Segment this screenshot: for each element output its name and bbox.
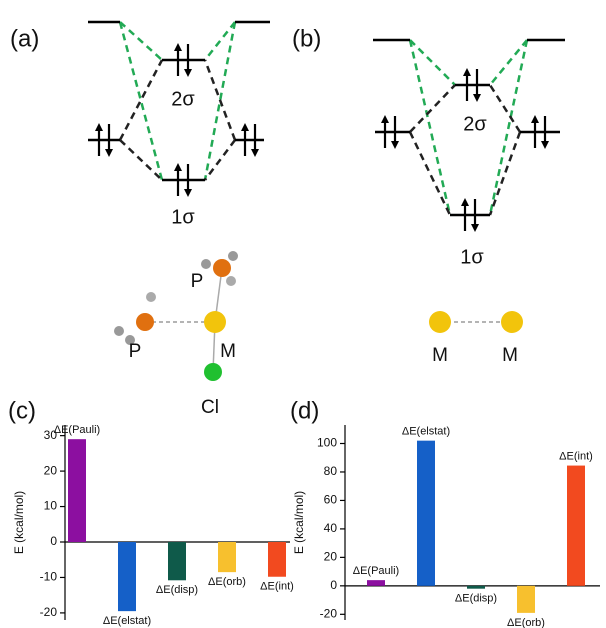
bar-label: ΔE(int)	[559, 450, 593, 462]
y-tick-label: 20	[44, 463, 58, 477]
orbital-label: 2σ	[463, 113, 487, 135]
bar-label: ΔE(orb)	[507, 617, 545, 628]
orbital-label: 1σ	[460, 246, 484, 268]
bar	[467, 586, 485, 589]
atom-label: Cl	[201, 397, 219, 418]
atom-label: M	[502, 345, 518, 366]
atom-label: M	[220, 341, 236, 362]
bar-label: ΔE(elstat)	[103, 615, 151, 627]
y-tick-label: 60	[324, 493, 338, 507]
bar	[268, 542, 286, 577]
y-tick-label: 10	[44, 499, 58, 513]
bar	[567, 466, 585, 586]
y-axis-label: E (kcal/mol)	[12, 491, 26, 554]
bar-label: ΔE(disp)	[156, 584, 198, 596]
figure: (a) (b) (c) (d) 2σ 1σ	[0, 0, 606, 628]
mo-diagram-b	[373, 40, 565, 232]
y-tick-label: 0	[330, 578, 337, 592]
bar	[218, 542, 236, 572]
bar	[68, 439, 86, 542]
y-tick-label: 100	[317, 436, 337, 450]
y-tick-label: -20	[40, 605, 58, 619]
bar-label: ΔE(int)	[260, 581, 294, 593]
orbital-label: 2σ	[171, 88, 195, 110]
bar-label: ΔE(disp)	[455, 593, 497, 605]
bar-label: ΔE(Pauli)	[353, 565, 399, 577]
bar-label: ΔE(Pauli)	[54, 424, 100, 436]
bar-label: ΔE(orb)	[208, 576, 246, 588]
bar-label: ΔE(elstat)	[402, 426, 450, 438]
y-tick-label: -20	[320, 606, 338, 620]
bar	[367, 580, 385, 586]
bar	[417, 441, 435, 586]
y-tick-label: 0	[50, 534, 57, 548]
bar	[168, 542, 186, 580]
orbital-label: 1σ	[171, 206, 195, 228]
panel-label: (c)	[8, 397, 36, 424]
atom-label: P	[129, 341, 142, 362]
y-tick-label: 80	[324, 464, 338, 478]
y-tick-label: 40	[324, 521, 338, 535]
panel-label: (b)	[292, 25, 321, 52]
panel-label: (d)	[290, 397, 319, 424]
y-tick-label: 20	[324, 550, 338, 564]
atom-label: P	[191, 271, 204, 292]
panel-label: (a)	[10, 25, 39, 52]
y-axis-label: E (kcal/mol)	[292, 491, 306, 554]
bar	[517, 586, 535, 613]
y-tick-label: -10	[40, 570, 58, 584]
molecule-b	[429, 311, 523, 333]
atom-label: M	[432, 345, 448, 366]
bar	[118, 542, 136, 611]
